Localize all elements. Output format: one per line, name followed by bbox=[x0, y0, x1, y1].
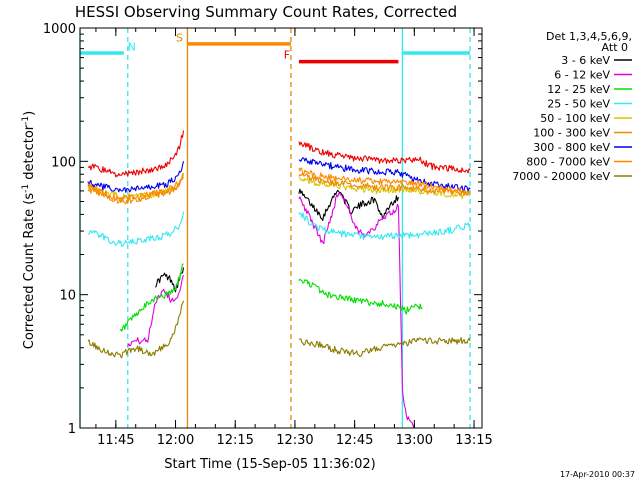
x-tick-label: 12:15 bbox=[216, 433, 253, 448]
series-line bbox=[298, 212, 471, 241]
legend-label: 7000 - 20000 keV bbox=[512, 170, 610, 183]
x-tick-label: 13:00 bbox=[396, 433, 433, 448]
axes-layer: 11:45 12:00 12:15 12:30 12:45 13:00 13:15 1 10 10… bbox=[43, 22, 493, 448]
series-line bbox=[87, 211, 185, 247]
series-line bbox=[298, 192, 415, 429]
series-line bbox=[119, 263, 184, 332]
legend-header: Att 0 bbox=[602, 41, 628, 54]
x-tick-label: 11:45 bbox=[97, 433, 134, 448]
series-line bbox=[87, 130, 185, 178]
legend-label: 12 - 25 keV bbox=[547, 83, 610, 96]
legend-label: 300 - 800 keV bbox=[533, 141, 610, 154]
series-line bbox=[298, 278, 423, 315]
series-line bbox=[87, 300, 185, 359]
x-tick-label: 12:30 bbox=[276, 433, 313, 448]
legend-label: 100 - 300 keV bbox=[533, 127, 610, 140]
flag-letter: F bbox=[284, 49, 290, 62]
series-line bbox=[87, 161, 185, 193]
legend-label: 6 - 12 keV bbox=[554, 69, 610, 82]
x-axis-label: Start Time (15-Sep-05 11:36:02) bbox=[164, 457, 375, 472]
series-line bbox=[298, 172, 471, 196]
x-tick-label: 13:15 bbox=[455, 433, 492, 448]
legend-label: 50 - 100 keV bbox=[540, 112, 610, 125]
y-tick-label: 10 bbox=[59, 289, 76, 304]
plot-frame bbox=[79, 27, 483, 429]
series-line bbox=[298, 188, 399, 221]
series-line bbox=[127, 275, 185, 347]
legend: Det 1,3,4,5,6,9,Att 03 - 6 keV 6 - 12 keV… bbox=[512, 30, 632, 183]
y-tick-label: 1 bbox=[68, 422, 76, 437]
legend-label: 800 - 7000 keV bbox=[526, 156, 610, 169]
legend-header: Det 1,3,4,5,6,9, bbox=[546, 30, 632, 43]
series-line bbox=[87, 172, 184, 203]
chart-title: HESSI Observing Summary Count Rates, Cor… bbox=[75, 3, 457, 21]
y-tick-label: 1000 bbox=[43, 22, 76, 37]
flag-letter: N bbox=[128, 40, 136, 53]
series-line bbox=[298, 167, 471, 195]
y-tick-label: 100 bbox=[51, 155, 76, 170]
x-tick-label: 12:00 bbox=[157, 433, 194, 448]
series-line bbox=[298, 157, 471, 193]
series-line bbox=[298, 337, 471, 358]
timestamp: 17-Apr-2010 00:37 bbox=[560, 470, 635, 479]
series-line bbox=[155, 267, 185, 293]
y-axis-label: Corrected Count Rate (s-1 detector-1) bbox=[21, 111, 37, 349]
series-line bbox=[87, 174, 185, 200]
flag-letter: S bbox=[176, 32, 183, 45]
series-line bbox=[298, 141, 471, 174]
x-tick-label: 12:45 bbox=[336, 433, 373, 448]
legend-label: 25 - 50 keV bbox=[547, 98, 610, 111]
legend-label: 3 - 6 keV bbox=[561, 54, 610, 67]
plot-layer: N S F bbox=[79, 28, 471, 429]
